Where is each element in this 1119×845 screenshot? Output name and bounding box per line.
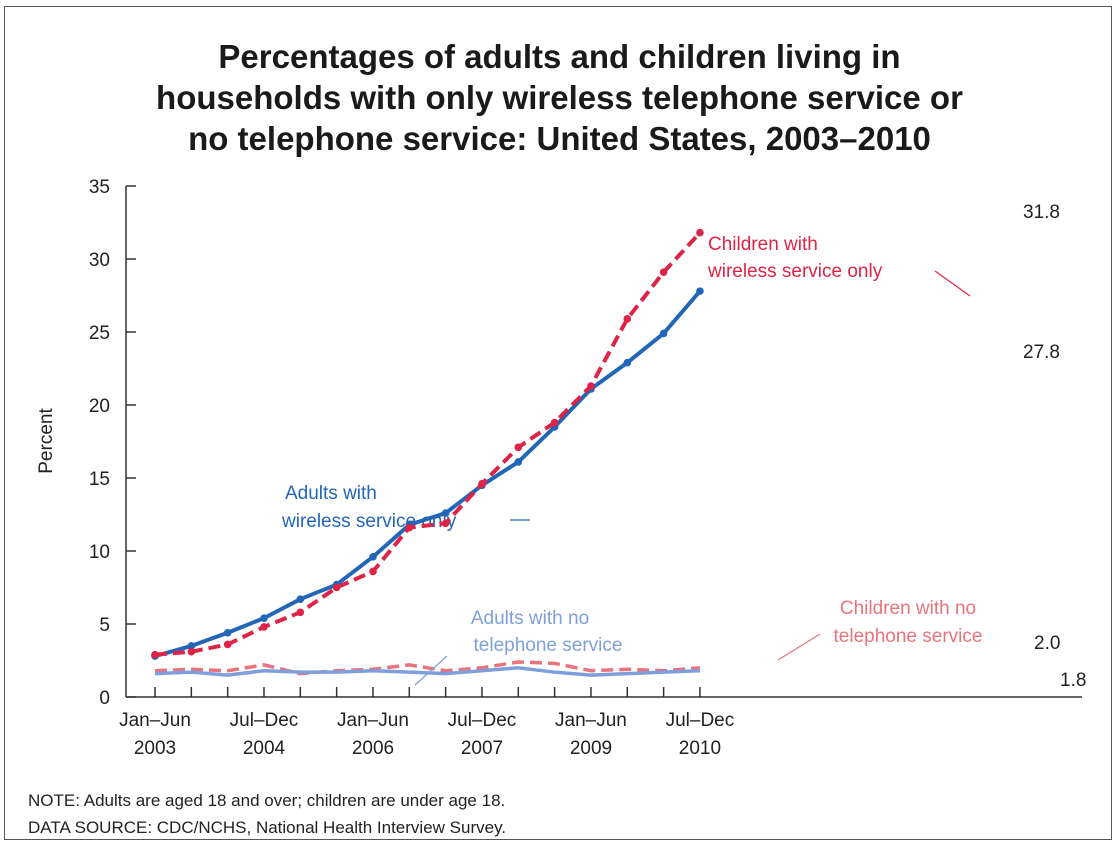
- y-tick-label: 30: [89, 250, 110, 271]
- series-label: wireless service only: [281, 511, 457, 532]
- data-point: [223, 628, 232, 637]
- data-point: [478, 480, 486, 488]
- series-label: Adults with no: [471, 608, 589, 629]
- data-point: [587, 382, 595, 390]
- series-label: Children with no: [840, 598, 976, 619]
- series-children-with-wireless-service-only: [151, 228, 971, 659]
- data-point: [659, 268, 668, 276]
- x-tick-label: 2009: [570, 738, 612, 759]
- x-tick-label: 2006: [352, 738, 394, 759]
- series-label: wireless service only: [707, 261, 883, 282]
- x-tick-label: Jul–Dec: [448, 710, 517, 731]
- y-tick-label: 15: [89, 469, 110, 490]
- data-point: [223, 640, 232, 649]
- data-point: [441, 509, 450, 517]
- end-value-label: 31.8: [1023, 202, 1060, 223]
- series-label: telephone service: [834, 626, 983, 647]
- series-children-with-no-telephone-service: [154, 633, 821, 676]
- data-point: [296, 608, 305, 617]
- x-tick-label: 2007: [461, 738, 503, 759]
- title-line-1: Percentages of adults and children livin…: [218, 38, 901, 75]
- y-tick-label: 20: [89, 396, 110, 417]
- series-label: telephone service: [474, 635, 623, 656]
- series-label: Adults with: [285, 483, 377, 504]
- data-point: [369, 567, 377, 576]
- series-line: [154, 660, 701, 676]
- x-tick-label: Jan–Jun: [119, 710, 191, 731]
- chart-note: NOTE: Adults are aged 18 and over; child…: [28, 791, 506, 810]
- data-point: [296, 595, 305, 603]
- y-axis-label: Percent: [36, 408, 57, 474]
- x-tick-label: 2004: [243, 738, 286, 759]
- title-line-3: no telephone service: United States, 200…: [188, 120, 931, 157]
- x-tick-label: Jan–Jun: [555, 710, 627, 731]
- title-line-2: households with only wireless telephone …: [156, 79, 963, 116]
- data-point: [260, 614, 268, 622]
- series-adults-with-wireless-service-only: [151, 287, 704, 660]
- x-tick-label: Jan–Jun: [337, 710, 409, 731]
- data-point: [514, 458, 523, 466]
- data-point: [696, 228, 704, 237]
- x-tick-label: 2003: [134, 738, 176, 759]
- data-source-note: DATA SOURCE: CDC/NCHS, National Health I…: [28, 818, 507, 837]
- data-point: [151, 650, 159, 659]
- end-value-label: 2.0: [1034, 633, 1060, 654]
- y-tick-label: 5: [99, 615, 110, 636]
- chart-title: Percentages of adults and children livin…: [0, 36, 1119, 159]
- series-label: Children with: [708, 234, 818, 255]
- data-point: [332, 583, 341, 592]
- data-point: [696, 287, 704, 295]
- x-tick-label: Jul–Dec: [230, 710, 299, 731]
- data-point: [369, 553, 377, 561]
- y-tick-label: 35: [89, 177, 110, 198]
- y-tick-label: 0: [99, 688, 110, 709]
- data-point: [441, 519, 450, 528]
- data-point: [187, 642, 196, 650]
- label-leader-line: [414, 655, 448, 686]
- data-point: [659, 329, 668, 338]
- y-tick-label: 25: [89, 323, 110, 344]
- series-line: [154, 289, 702, 659]
- data-point: [514, 443, 523, 452]
- x-tick-label: 2010: [679, 738, 721, 759]
- series-adults-with-no-telephone-service: [154, 655, 701, 686]
- data-point: [405, 523, 414, 532]
- data-point: [550, 418, 559, 427]
- end-value-label: 27.8: [1023, 342, 1060, 363]
- data-point: [187, 647, 196, 656]
- end-value-label: 1.8: [1060, 670, 1086, 691]
- label-leader-line: [934, 270, 971, 297]
- data-point: [623, 358, 632, 367]
- series-line: [154, 231, 702, 657]
- data-point: [623, 315, 632, 323]
- data-point: [260, 623, 268, 631]
- y-tick-label: 10: [89, 542, 110, 563]
- x-tick-label: Jul–Dec: [666, 710, 735, 731]
- label-leader-line: [777, 633, 821, 661]
